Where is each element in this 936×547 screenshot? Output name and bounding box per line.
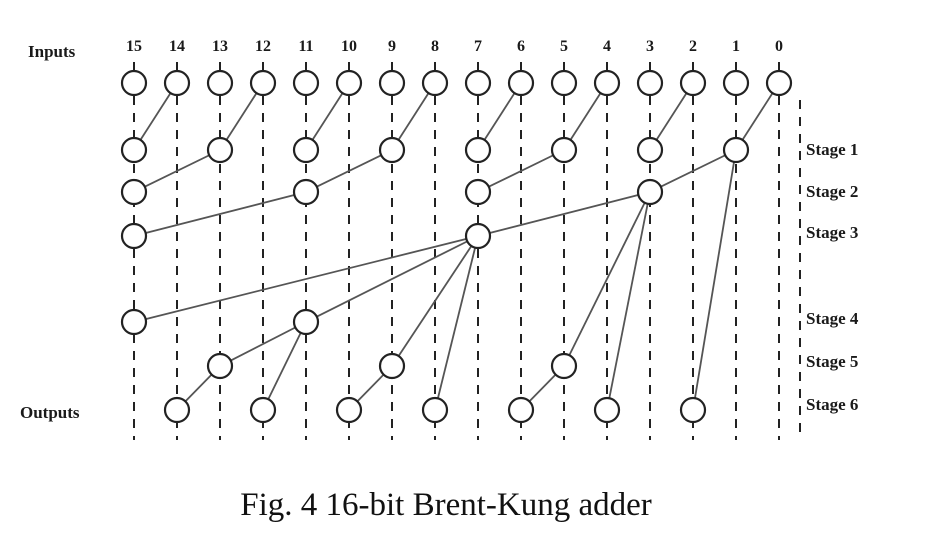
- bit-column-guides: [133, 62, 801, 440]
- bit-label-15: 15: [126, 38, 142, 55]
- wire-stage-6-bit-4: [608, 191, 651, 399]
- node-stage-6-bit-14: [163, 396, 191, 424]
- wire-stage-3-bit-7: [489, 191, 651, 234]
- input-node-bit-7: [464, 69, 492, 97]
- input-node-bit-5: [550, 69, 578, 97]
- node-stage-1-bit-15: [120, 136, 148, 164]
- node-stage-2-bit-3: [636, 178, 664, 206]
- prefix-nodes: [120, 69, 793, 424]
- wire-stage-3-bit-15: [145, 191, 307, 234]
- node-stage-2-bit-11: [292, 178, 320, 206]
- outputs-label: Outputs: [20, 403, 80, 422]
- bit-label-9: 9: [388, 38, 396, 55]
- wire-stage-6-bit-12: [267, 321, 307, 400]
- bit-label-11: 11: [298, 38, 313, 55]
- input-node-bit-2: [679, 69, 707, 97]
- figure-caption: Fig. 4 16-bit Brent-Kung adder: [240, 487, 652, 523]
- wire-stage-6-bit-8: [437, 235, 479, 399]
- node-stage-1-bit-7: [464, 136, 492, 164]
- input-node-bit-10: [335, 69, 363, 97]
- input-node-bit-14: [163, 69, 191, 97]
- node-stage-1-bit-11: [292, 136, 320, 164]
- node-stage-1-bit-13: [206, 136, 234, 164]
- bit-label-14: 14: [169, 38, 185, 55]
- wire-stage-5-bit-13: [230, 321, 307, 362]
- stage-label-1: Stage 1: [806, 140, 858, 159]
- node-stage-1-bit-9: [378, 136, 406, 164]
- node-stage-4-bit-15: [120, 308, 148, 336]
- bit-label-8: 8: [431, 38, 439, 55]
- wire-stage-2-bit-7: [488, 149, 565, 188]
- stage-label-5: Stage 5: [806, 352, 858, 371]
- node-stage-1-bit-1: [722, 136, 750, 164]
- wire-stage-6-bit-2: [694, 149, 737, 399]
- input-bit-labels: 15 14 13 12 11 10 9 8 7 6 5 4 3 2 1 0: [126, 38, 783, 55]
- bit-label-3: 3: [646, 38, 654, 55]
- node-stage-5-bit-5: [550, 352, 578, 380]
- bit-label-2: 2: [689, 38, 697, 55]
- input-node-bit-4: [593, 69, 621, 97]
- input-node-bit-0: [765, 69, 793, 97]
- node-stage-6-bit-4: [593, 396, 621, 424]
- node-stage-3-bit-7: [464, 222, 492, 250]
- node-stage-6-bit-8: [421, 396, 449, 424]
- stage-label-4: Stage 4: [806, 309, 859, 328]
- node-stage-6-bit-2: [679, 396, 707, 424]
- node-stage-6-bit-10: [335, 396, 363, 424]
- stage-labels: Stage 1 Stage 2 Stage 3 Stage 4 Stage 5 Stage…: [806, 140, 859, 414]
- input-node-bit-1: [722, 69, 750, 97]
- bit-label-13: 13: [212, 38, 228, 55]
- input-node-bit-8: [421, 69, 449, 97]
- node-stage-4-bit-11: [292, 308, 320, 336]
- input-node-bit-6: [507, 69, 535, 97]
- bit-label-10: 10: [341, 38, 357, 55]
- wire-stage-5-bit-9: [397, 235, 479, 357]
- bit-label-1: 1: [732, 38, 740, 55]
- bit-label-12: 12: [255, 38, 271, 55]
- bit-label-0: 0: [775, 38, 783, 55]
- node-stage-5-bit-9: [378, 352, 406, 380]
- inputs-label: Inputs: [28, 42, 76, 61]
- input-node-bit-15: [120, 69, 148, 97]
- wire-stage-4-bit-11: [316, 235, 479, 318]
- node-stage-5-bit-13: [206, 352, 234, 380]
- node-stage-2-bit-15: [120, 178, 148, 206]
- bit-label-7: 7: [474, 38, 482, 55]
- node-stage-6-bit-12: [249, 396, 277, 424]
- bit-label-4: 4: [603, 38, 611, 55]
- wire-stage-4-bit-15: [145, 235, 479, 320]
- wire-stage-2-bit-15: [144, 149, 221, 188]
- stage-label-6: Stage 6: [806, 395, 858, 414]
- input-node-bit-11: [292, 69, 320, 97]
- input-node-bit-3: [636, 69, 664, 97]
- node-stage-1-bit-5: [550, 136, 578, 164]
- prefix-connections: [139, 82, 780, 403]
- bit-label-5: 5: [560, 38, 568, 55]
- node-stage-2-bit-7: [464, 178, 492, 206]
- input-node-bit-13: [206, 69, 234, 97]
- node-stage-3-bit-15: [120, 222, 148, 250]
- node-stage-1-bit-3: [636, 136, 664, 164]
- input-node-bit-12: [249, 69, 277, 97]
- bit-label-6: 6: [517, 38, 525, 55]
- wire-stage-2-bit-11: [316, 149, 393, 188]
- node-stage-6-bit-6: [507, 396, 535, 424]
- stage-label-2: Stage 2: [806, 182, 858, 201]
- input-node-bit-9: [378, 69, 406, 97]
- stage-label-3: Stage 3: [806, 223, 858, 242]
- wire-stage-2-bit-3: [660, 149, 737, 188]
- wire-stage-5-bit-5: [568, 191, 651, 356]
